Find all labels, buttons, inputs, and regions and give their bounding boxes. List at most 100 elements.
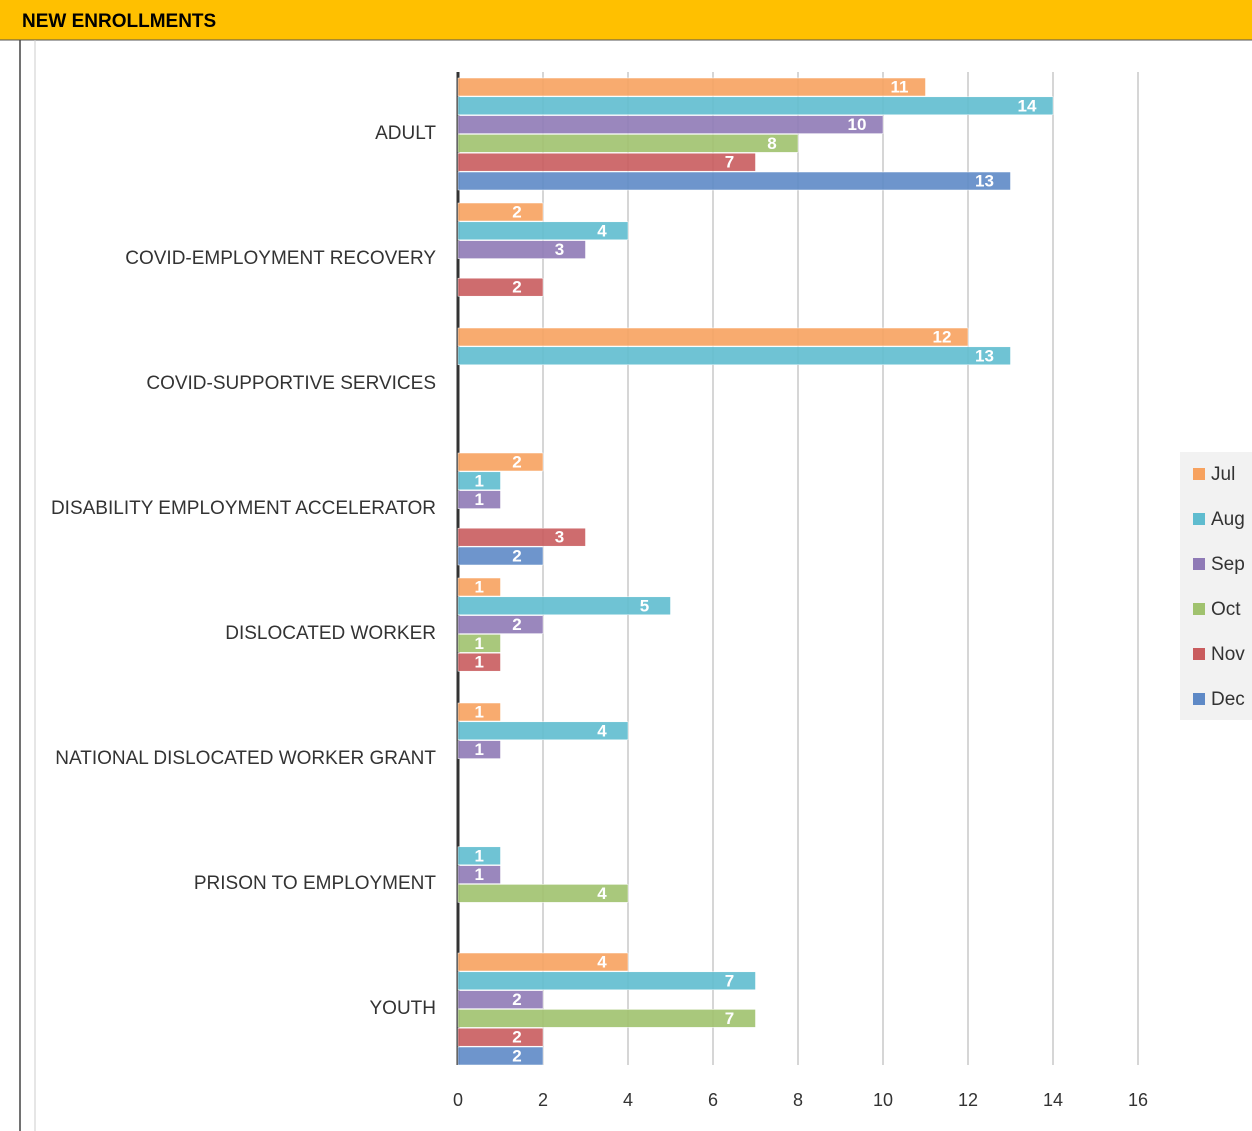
x-tick-label: 2 (538, 1090, 548, 1110)
bar (457, 740, 501, 759)
bar (457, 134, 799, 153)
data-label: 1 (475, 846, 484, 865)
data-label: 2 (512, 278, 521, 297)
data-label: 2 (512, 990, 521, 1009)
data-label: 1 (475, 653, 484, 672)
data-label: 1 (475, 865, 484, 884)
data-label: 4 (597, 952, 607, 971)
data-label: 12 (933, 327, 952, 346)
y-tick-label: COVID-SUPPORTIVE SERVICES (146, 373, 436, 394)
bar (457, 471, 501, 491)
bar (457, 652, 501, 672)
legend-label: Jul (1211, 464, 1235, 485)
y-tick-label: YOUTH (370, 998, 437, 1019)
chart-title: NEW ENROLLMENTS (22, 11, 216, 32)
y-tick-label: NATIONAL DISLOCATED WORKER GRANT (55, 748, 436, 769)
bar (457, 846, 501, 866)
legend-swatch (1193, 693, 1205, 705)
y-tick-label: ADULT (375, 123, 436, 144)
bar (457, 1046, 544, 1066)
data-label: 7 (725, 1009, 734, 1028)
bar (457, 634, 501, 653)
legend-label: Sep (1211, 554, 1245, 575)
data-label: 10 (848, 115, 867, 134)
data-label: 1 (475, 702, 484, 721)
bar (457, 596, 671, 616)
data-label: 1 (475, 577, 484, 596)
legend-swatch (1193, 648, 1205, 660)
x-tick-label: 14 (1043, 1090, 1063, 1110)
bar (457, 240, 586, 259)
data-label: 4 (597, 884, 607, 903)
x-tick-label: 16 (1128, 1090, 1148, 1110)
legend-swatch (1193, 603, 1205, 615)
legend-label: Aug (1211, 509, 1245, 530)
bar (457, 702, 501, 722)
x-tick-label: 6 (708, 1090, 718, 1110)
data-label: 1 (475, 634, 484, 653)
bar (457, 721, 629, 741)
bar (457, 577, 501, 597)
data-label: 3 (555, 528, 564, 547)
header-bar (0, 0, 1252, 40)
data-label: 2 (512, 1046, 521, 1065)
legend-box (1180, 452, 1252, 720)
data-label: 7 (725, 971, 734, 990)
data-label: 2 (512, 615, 521, 634)
x-tick-label: 8 (793, 1090, 803, 1110)
x-tick-label: 4 (623, 1090, 633, 1110)
data-label: 3 (555, 240, 564, 259)
data-label: 4 (597, 221, 607, 240)
bar (457, 96, 1054, 116)
bar (457, 1027, 544, 1047)
data-label: 13 (975, 346, 994, 365)
data-label: 7 (725, 153, 734, 172)
bar (457, 452, 544, 472)
bar (457, 865, 501, 884)
y-tick-label: PRISON TO EMPLOYMENT (194, 873, 437, 894)
bar (457, 277, 544, 297)
bar (457, 152, 756, 172)
bar (457, 346, 1011, 366)
y-tick-label: COVID-EMPLOYMENT RECOVERY (125, 248, 436, 269)
data-label: 13 (975, 171, 994, 190)
data-label: 1 (475, 490, 484, 509)
bar (457, 171, 1011, 191)
bar (457, 527, 586, 547)
bar (457, 615, 544, 634)
data-label: 4 (597, 721, 607, 740)
bar (457, 221, 629, 241)
bar (457, 77, 926, 97)
bar (457, 546, 544, 566)
y-tick-label: DISABILITY EMPLOYMENT ACCELERATOR (51, 498, 436, 519)
bar (457, 327, 969, 347)
legend-label: Dec (1211, 689, 1245, 710)
y-tick-label: DISLOCATED WORKER (225, 623, 436, 644)
x-tick-label: 10 (873, 1090, 893, 1110)
x-tick-label: 12 (958, 1090, 978, 1110)
data-label: 11 (891, 77, 909, 96)
data-label: 1 (475, 740, 484, 759)
data-label: 5 (640, 596, 649, 615)
data-label: 8 (767, 134, 776, 153)
bar (457, 202, 544, 222)
legend-label: Oct (1211, 599, 1241, 620)
bar (457, 952, 629, 972)
legend-swatch (1193, 468, 1205, 480)
data-label: 2 (512, 546, 521, 565)
bar (457, 1009, 756, 1028)
legend-swatch (1193, 513, 1205, 525)
bar (457, 884, 629, 903)
data-label: 2 (512, 202, 521, 221)
data-label: 1 (475, 471, 484, 490)
data-label: 2 (512, 1028, 521, 1047)
bar (457, 990, 544, 1009)
bar (457, 115, 884, 134)
data-label: 2 (512, 452, 521, 471)
x-tick-label: 0 (453, 1090, 463, 1110)
data-label: 14 (1018, 96, 1037, 115)
bar (457, 490, 501, 509)
legend-swatch (1193, 558, 1205, 570)
legend-label: Nov (1211, 644, 1245, 665)
